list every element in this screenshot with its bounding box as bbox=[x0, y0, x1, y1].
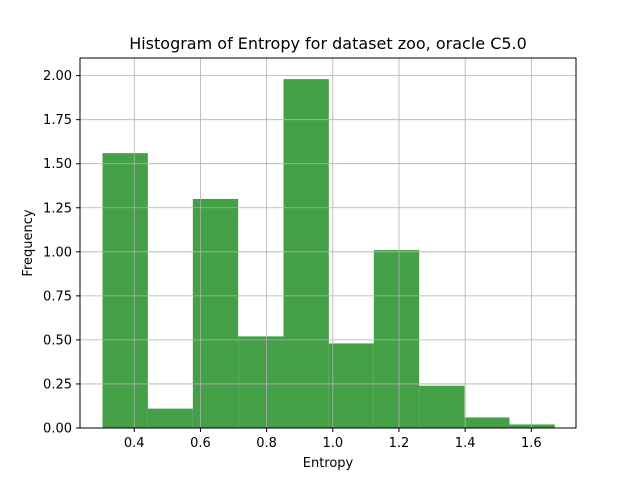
plot-frame bbox=[79, 57, 577, 429]
y-axis-ticks: 0.00 0.25 0.50 0.75 1.00 1.25 1.50 1.75 2.00 bbox=[43, 69, 80, 437]
y-tick-label: 0.75 bbox=[43, 289, 72, 304]
bars-group bbox=[102, 79, 555, 428]
histogram-bar bbox=[102, 153, 148, 428]
histogram-bar bbox=[283, 79, 329, 428]
y-tick-label: 1.75 bbox=[43, 113, 72, 128]
histogram-bar bbox=[328, 343, 374, 428]
histogram-bar bbox=[147, 408, 193, 428]
x-tick-label: 1.4 bbox=[455, 436, 476, 451]
x-axis-label: Entropy bbox=[303, 456, 354, 471]
y-tick-label: 1.25 bbox=[43, 201, 72, 216]
histogram-bar bbox=[464, 417, 510, 428]
histogram-bar bbox=[509, 424, 555, 428]
y-tick-label: 0.50 bbox=[43, 333, 72, 348]
histogram-bar bbox=[238, 336, 284, 428]
x-tick-label: 1.0 bbox=[322, 436, 343, 451]
x-tick-label: 1.6 bbox=[521, 436, 542, 451]
x-tick-label: 0.6 bbox=[190, 436, 211, 451]
y-tick-label: 0.25 bbox=[43, 377, 72, 392]
y-axis-label: Frequency bbox=[21, 209, 36, 276]
x-tick-label: 1.2 bbox=[389, 436, 410, 451]
histogram-bar bbox=[373, 250, 420, 428]
grid-lines bbox=[80, 58, 576, 429]
histogram-bar bbox=[419, 385, 465, 428]
y-tick-label: 0.00 bbox=[43, 422, 72, 437]
y-tick-label: 1.50 bbox=[43, 157, 72, 172]
histogram-bar bbox=[192, 198, 239, 428]
y-tick-label: 1.00 bbox=[43, 245, 72, 260]
x-tick-label: 0.8 bbox=[256, 436, 277, 451]
y-tick-label: 2.00 bbox=[43, 69, 72, 84]
x-tick-label: 0.4 bbox=[124, 436, 145, 451]
chart-title: Histogram of Entropy for dataset zoo, or… bbox=[129, 34, 527, 53]
x-axis-ticks: 0.4 0.6 0.8 1.0 1.2 1.4 1.6 bbox=[124, 428, 542, 451]
